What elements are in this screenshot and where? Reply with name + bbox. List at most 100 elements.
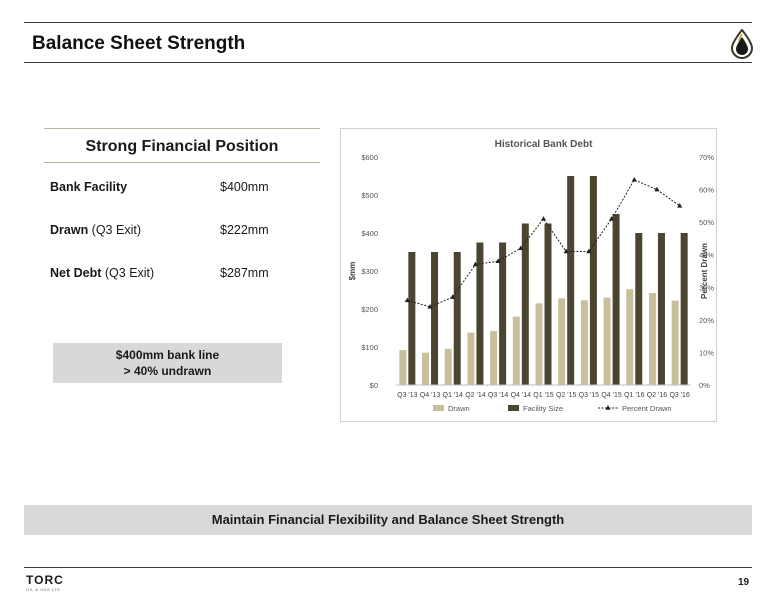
bar-drawn — [580, 300, 588, 385]
x-tick-label: Q4 '14 — [511, 392, 532, 399]
callout-line1: $400mm bank line — [115, 348, 220, 362]
bar-facility-size — [612, 214, 620, 385]
financial-position-title: Strong Financial Position — [85, 138, 279, 155]
x-tick-label: Q4 '15 — [601, 392, 622, 399]
y-tick-label: $600 — [361, 153, 378, 162]
row-drawn: Drawn (Q3 Exit) $222mm — [50, 223, 312, 237]
percent-drawn-point — [677, 203, 683, 208]
bar-facility-size — [499, 242, 507, 385]
y2-tick-label: 0% — [699, 381, 710, 390]
row-label: Net Debt — [50, 266, 102, 280]
y2-tick-label: 20% — [699, 316, 714, 325]
x-tick-label: Q3 '14 — [488, 392, 509, 399]
bar-drawn — [648, 293, 656, 385]
bar-drawn — [558, 298, 566, 385]
x-tick-label: Q2 '15 — [556, 392, 577, 399]
bar-drawn — [626, 289, 634, 385]
row-qualifier: (Q3 Exit) — [88, 223, 141, 237]
bar-drawn — [467, 332, 475, 385]
bar-facility-size — [657, 233, 665, 385]
x-tick-label: Q3 '16 — [669, 392, 690, 399]
y2-tick-label: 50% — [699, 218, 714, 227]
x-tick-label: Q1 '14 — [443, 392, 464, 399]
bar-facility-size — [453, 252, 461, 385]
bar-facility-size — [431, 252, 439, 385]
y-tick-label: $0 — [370, 381, 378, 390]
x-tick-label: Q3 '15 — [579, 392, 600, 399]
legend-label-percent-drawn: Percent Drawn — [622, 404, 672, 413]
panel-rule-bottom — [44, 162, 320, 163]
x-tick-label: Q2 '14 — [465, 392, 486, 399]
panel-rule-top — [44, 128, 320, 129]
bar-drawn — [490, 331, 498, 385]
brand-subtitle: OIL & GAS LTD. — [26, 587, 63, 592]
percent-drawn-point — [450, 294, 456, 299]
x-tick-label: Q1 '15 — [533, 392, 554, 399]
header-rule-bottom — [24, 62, 752, 63]
banner: Maintain Financial Flexibility and Balan… — [24, 505, 752, 535]
y2-tick-label: 40% — [699, 251, 714, 260]
y-tick-label: $400 — [361, 229, 378, 238]
x-tick-label: Q2 '16 — [647, 392, 668, 399]
y2-tick-label: 30% — [699, 283, 714, 292]
bar-drawn — [512, 316, 520, 385]
chart-title: Historical Bank Debt — [495, 139, 593, 150]
y-tick-label: $100 — [361, 343, 378, 352]
legend-marker-percent-drawn — [605, 405, 611, 410]
row-label: Drawn — [50, 223, 89, 237]
y-axis-label: $mm — [348, 262, 357, 281]
y2-tick-label: 10% — [699, 348, 714, 357]
oil-drop-logo-icon — [730, 29, 754, 59]
percent-drawn-point — [608, 216, 615, 221]
chart-svg: Historical Bank Debt $0 $100 $200 $300 $400 $5… — [348, 139, 714, 413]
bar-facility-size — [680, 233, 688, 385]
row-net-debt: Net Debt (Q3 Exit) $287mm — [50, 266, 312, 280]
x-tick-label: Q4 '13 — [420, 392, 441, 399]
percent-drawn-point — [631, 177, 637, 182]
bar-facility-size — [589, 176, 597, 385]
row-label: Bank Facility — [50, 180, 128, 194]
legend-swatch-drawn — [433, 405, 444, 411]
bar-drawn — [444, 348, 452, 385]
y2-axis-label: Percent Drawn — [700, 243, 709, 299]
bar-facility-size — [635, 233, 643, 385]
brand-logo: TORC — [26, 573, 64, 587]
percent-drawn-point — [654, 186, 660, 192]
bar-drawn — [603, 297, 611, 385]
legend-label-facility-size: Facility Size — [523, 404, 563, 413]
y-tick-label: $500 — [361, 191, 378, 200]
page-title: Balance Sheet Strength — [32, 33, 246, 54]
bar-facility-size — [408, 252, 416, 385]
bar-facility-size — [567, 176, 575, 385]
percent-drawn-point — [586, 248, 592, 254]
percent-drawn-point — [472, 261, 479, 267]
row-value: $222mm — [220, 223, 269, 237]
row-value: $400mm — [220, 180, 269, 194]
percent-drawn-point — [563, 248, 569, 254]
bar-facility-size — [544, 223, 552, 385]
percent-drawn-point — [427, 304, 433, 309]
bar-drawn — [399, 350, 407, 385]
row-qualifier: (Q3 Exit) — [101, 266, 155, 280]
header-rule-top — [24, 22, 752, 23]
historical-bank-debt-chart: Historical Bank Debt $0 $100 $200 $300 $400 $5… — [340, 128, 717, 422]
bar-drawn — [535, 303, 543, 385]
page-number: 19 — [738, 577, 750, 588]
percent-drawn-point — [495, 258, 501, 264]
bar-facility-size — [476, 242, 484, 385]
x-tick-label: Q1 '16 — [624, 392, 645, 399]
row-bank-facility: Bank Facility $400mm — [50, 180, 312, 194]
legend-label-drawn: Drawn — [448, 404, 470, 413]
y-tick-label: $200 — [361, 305, 378, 314]
row-value: $287mm — [220, 266, 269, 280]
percent-drawn-point — [518, 245, 524, 250]
bar-facility-size — [521, 223, 529, 385]
bar-drawn — [422, 352, 430, 385]
bar-drawn — [671, 300, 679, 385]
percent-drawn-point — [540, 216, 547, 221]
y2-tick-label: 60% — [699, 186, 714, 195]
bank-line-callout: $400mm bank line > 40% undrawn — [53, 343, 282, 383]
percent-drawn-point — [404, 297, 410, 303]
y2-tick-label: 70% — [699, 153, 714, 162]
legend-swatch-facility-size — [508, 405, 519, 411]
